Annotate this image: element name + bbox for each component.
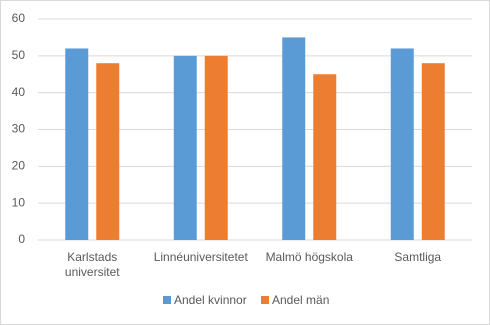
legend-label: Andel män xyxy=(272,293,329,307)
x-tick-label: Samtliga xyxy=(394,250,442,264)
x-tick-label: Malmö högskola xyxy=(265,250,353,264)
y-tick-label: 60 xyxy=(12,11,26,25)
y-tick-label: 50 xyxy=(12,48,26,62)
y-tick-label: 20 xyxy=(12,159,26,173)
y-tick-label: 40 xyxy=(12,85,26,99)
bar xyxy=(313,74,337,240)
legend-label: Andel kvinnor xyxy=(174,293,247,307)
x-tick-label: Karlstads universitet xyxy=(64,250,120,279)
legend-swatch xyxy=(163,296,171,304)
bar xyxy=(173,55,197,241)
bar xyxy=(204,55,228,241)
bar xyxy=(390,48,414,240)
x-tick-label: Linnéuniversitetet xyxy=(153,250,248,264)
y-tick-label: 30 xyxy=(12,122,26,136)
bar xyxy=(421,63,445,241)
legend-swatch xyxy=(261,296,269,304)
bar xyxy=(282,37,306,240)
y-tick-label: 10 xyxy=(12,195,26,209)
bar xyxy=(65,48,89,240)
bar xyxy=(96,63,120,241)
y-tick-label: 0 xyxy=(18,232,25,246)
